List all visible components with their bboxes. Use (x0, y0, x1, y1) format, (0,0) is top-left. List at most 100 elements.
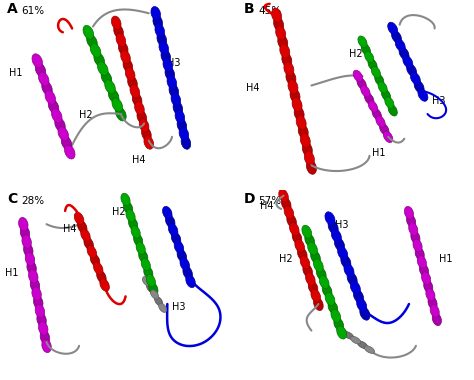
Ellipse shape (34, 296, 43, 309)
Ellipse shape (350, 336, 361, 344)
Ellipse shape (304, 151, 314, 165)
Ellipse shape (290, 89, 300, 103)
Text: 28%: 28% (21, 196, 44, 206)
Ellipse shape (94, 52, 104, 66)
Ellipse shape (407, 215, 416, 227)
Ellipse shape (179, 127, 189, 141)
Ellipse shape (128, 218, 138, 230)
Ellipse shape (310, 250, 320, 263)
Ellipse shape (163, 206, 172, 219)
Ellipse shape (314, 298, 323, 310)
Ellipse shape (302, 225, 311, 238)
Ellipse shape (287, 214, 296, 227)
Ellipse shape (61, 136, 72, 150)
Text: H3: H3 (335, 220, 348, 230)
Ellipse shape (392, 30, 401, 43)
Ellipse shape (378, 82, 387, 93)
Ellipse shape (83, 25, 94, 39)
Ellipse shape (417, 255, 427, 268)
Ellipse shape (368, 59, 377, 70)
Ellipse shape (365, 51, 374, 63)
Text: H3: H3 (167, 59, 181, 68)
Ellipse shape (183, 266, 192, 279)
Ellipse shape (388, 22, 398, 35)
Ellipse shape (298, 124, 308, 138)
Text: H3: H3 (172, 302, 185, 312)
Ellipse shape (432, 313, 441, 326)
Ellipse shape (356, 298, 367, 312)
Text: B: B (244, 2, 255, 16)
Ellipse shape (180, 258, 190, 271)
Ellipse shape (123, 59, 133, 72)
Ellipse shape (295, 239, 304, 252)
Ellipse shape (161, 50, 171, 63)
Ellipse shape (292, 98, 302, 112)
Ellipse shape (114, 25, 123, 38)
Ellipse shape (42, 339, 51, 353)
Ellipse shape (20, 226, 30, 240)
Ellipse shape (335, 238, 345, 251)
Ellipse shape (142, 127, 151, 141)
Ellipse shape (368, 101, 378, 112)
Ellipse shape (52, 109, 62, 122)
Ellipse shape (109, 89, 119, 103)
Ellipse shape (353, 70, 363, 82)
Ellipse shape (90, 254, 100, 266)
Text: 57%: 57% (258, 196, 281, 206)
Ellipse shape (302, 142, 312, 157)
Ellipse shape (35, 63, 46, 77)
Ellipse shape (157, 32, 166, 46)
Ellipse shape (42, 81, 52, 95)
Ellipse shape (273, 17, 283, 31)
Ellipse shape (27, 261, 36, 274)
Ellipse shape (149, 283, 158, 295)
Ellipse shape (131, 226, 140, 238)
Ellipse shape (404, 206, 413, 219)
Ellipse shape (313, 259, 323, 272)
Ellipse shape (48, 100, 59, 113)
Ellipse shape (282, 198, 291, 211)
Ellipse shape (165, 67, 174, 80)
Ellipse shape (123, 201, 133, 214)
Ellipse shape (414, 81, 424, 93)
Ellipse shape (409, 223, 418, 236)
Ellipse shape (361, 86, 370, 97)
Ellipse shape (174, 241, 184, 253)
Ellipse shape (292, 231, 302, 244)
Ellipse shape (186, 275, 195, 288)
Ellipse shape (278, 35, 288, 49)
Ellipse shape (121, 193, 130, 206)
Ellipse shape (344, 332, 354, 339)
Ellipse shape (159, 303, 167, 312)
Ellipse shape (365, 346, 374, 353)
Ellipse shape (357, 341, 368, 348)
Ellipse shape (93, 262, 103, 275)
Ellipse shape (90, 44, 101, 57)
Ellipse shape (403, 55, 413, 68)
Text: H4: H4 (132, 155, 146, 165)
Ellipse shape (171, 232, 181, 245)
Ellipse shape (328, 301, 338, 314)
Ellipse shape (426, 288, 435, 301)
Ellipse shape (279, 189, 288, 202)
Ellipse shape (141, 258, 150, 271)
Ellipse shape (337, 246, 348, 260)
Ellipse shape (337, 327, 346, 334)
Ellipse shape (407, 64, 417, 76)
Ellipse shape (375, 74, 384, 86)
Ellipse shape (388, 105, 397, 116)
Ellipse shape (37, 313, 46, 326)
Text: 61%: 61% (21, 6, 44, 16)
Ellipse shape (300, 256, 310, 269)
Ellipse shape (130, 84, 140, 98)
Ellipse shape (134, 234, 143, 246)
Text: H4: H4 (246, 83, 260, 93)
Ellipse shape (77, 220, 87, 233)
Ellipse shape (341, 255, 351, 268)
Ellipse shape (288, 80, 298, 94)
Ellipse shape (311, 289, 320, 302)
Ellipse shape (159, 41, 169, 54)
Ellipse shape (18, 217, 28, 231)
Ellipse shape (328, 220, 338, 234)
Ellipse shape (319, 276, 329, 289)
